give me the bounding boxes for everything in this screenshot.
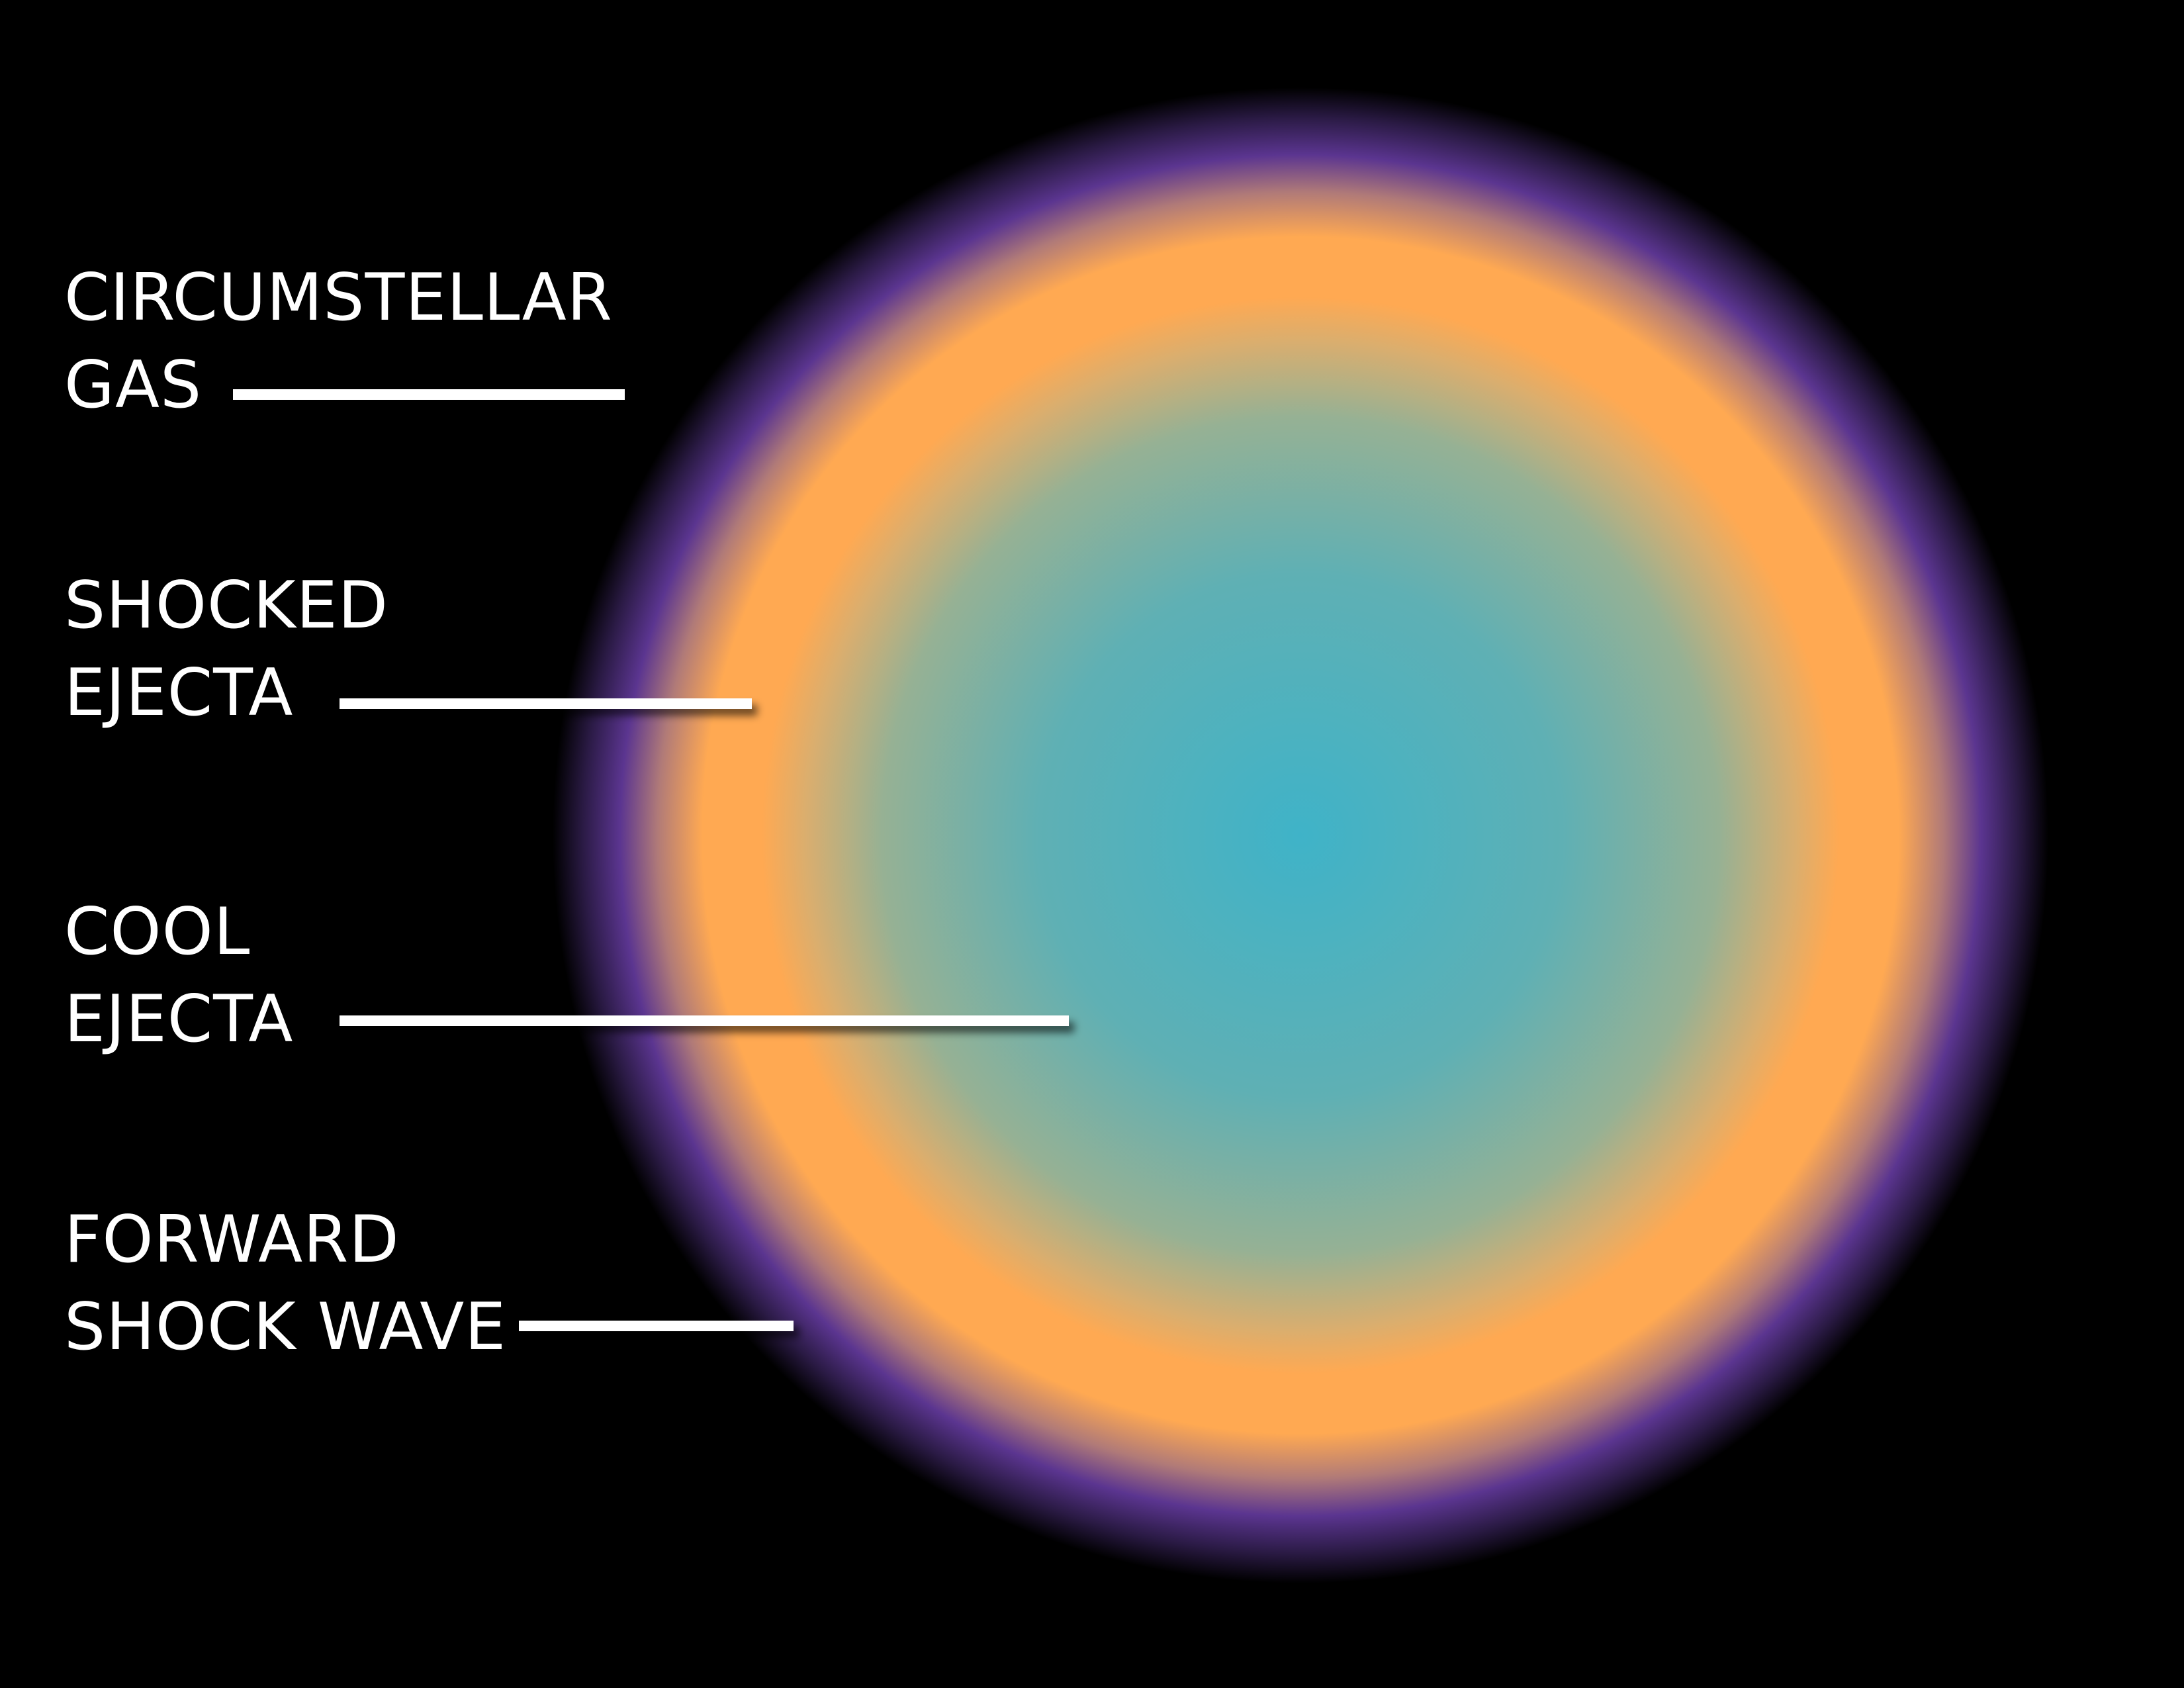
remnant-sphere [553,87,2048,1583]
label-shocked-ejecta-line1: SHOCKED [64,568,389,643]
leader-lines [233,389,1069,1331]
label-circumstellar-gas-line2: GAS [64,348,203,423]
label-circumstellar-gas-line1: CIRCUMSTELLAR [64,260,613,336]
label-forward-shock-wave: FORWARD SHOCK WAVE [64,1196,506,1371]
label-shocked-ejecta-line2: EJECTA [64,655,294,731]
label-forward-shock-wave-line1: FORWARD [64,1202,400,1278]
label-cool-ejecta-line1: COOL [64,894,251,970]
label-circumstellar-gas: CIRCUMSTELLAR GAS [64,254,613,429]
label-shocked-ejecta: SHOCKED EJECTA [64,562,388,737]
label-forward-shock-wave-line2: SHOCK WAVE [64,1289,507,1365]
remnant-layers [553,87,2048,1583]
label-cool-ejecta: COOL EJECTA [64,888,293,1063]
label-cool-ejecta-line2: EJECTA [64,982,294,1057]
